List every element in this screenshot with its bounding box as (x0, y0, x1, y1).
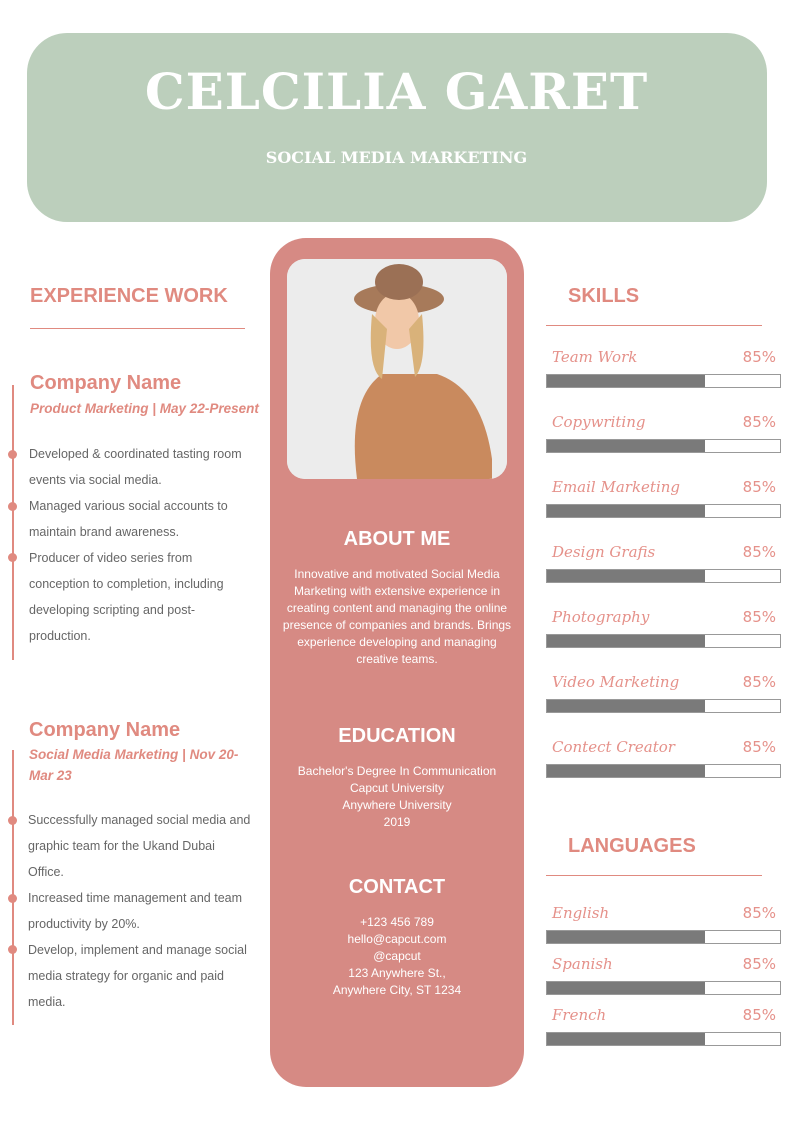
skills-percent: 85% (742, 413, 776, 431)
divider (546, 875, 762, 876)
divider (546, 325, 762, 326)
languages-percent: 85% (742, 955, 776, 973)
skills-bar-fill (547, 700, 706, 712)
bullet-dot-icon (8, 553, 17, 562)
skills-percent: 85% (742, 348, 776, 366)
timeline-line (12, 385, 14, 660)
profile-photo (287, 259, 507, 479)
company-name: Company Name (29, 719, 181, 741)
bullet-dot-icon (8, 502, 17, 511)
education-details: Bachelor's Degree In Communication Capcu… (280, 763, 514, 831)
experience-title: EXPERIENCE WORK (30, 285, 228, 307)
school: Capcut University (349, 781, 445, 795)
bullet-text: Developed & coordinated tasting room eve… (29, 447, 242, 487)
company-name: Company Name (30, 372, 182, 394)
languages-bar (546, 930, 781, 944)
divider (30, 328, 245, 329)
bullet-dot-icon (8, 816, 17, 825)
skills-percent: 85% (742, 478, 776, 496)
skills-bar (546, 374, 781, 388)
bullet-dot-icon (8, 450, 17, 459)
bullet-dot-icon (8, 945, 17, 954)
timeline-line (12, 750, 14, 1025)
skills-bar (546, 634, 781, 648)
skills-label: Email Marketing (552, 478, 681, 496)
skills-bar (546, 569, 781, 583)
skills-bar-fill (547, 505, 706, 517)
school: Anywhere University (342, 798, 452, 812)
address: Anywhere City, ST 1234 (332, 983, 462, 997)
skills-bar-fill (547, 440, 706, 452)
bullet-dot-icon (8, 894, 17, 903)
candidate-name: CELCILIA GARET (144, 62, 649, 121)
degree: Bachelor's Degree In Communication (297, 764, 497, 778)
languages-bar-fill (547, 982, 706, 994)
contact-title: CONTACT (348, 876, 446, 898)
candidate-role: SOCIAL MEDIA MARKETING (265, 148, 528, 167)
skills-title: SKILLS (568, 285, 640, 307)
skills-percent: 85% (742, 673, 776, 691)
phone: +123 456 789 (360, 915, 434, 929)
email: hello@capcut.com (347, 932, 447, 946)
languages-bar (546, 981, 781, 995)
job-position: Social Media Marketing | Nov 20-Mar 23 (29, 747, 239, 783)
bullet-text: Managed various social accounts to maint… (29, 499, 228, 539)
skills-label: Team Work (552, 348, 638, 366)
skills-label: Photography (552, 608, 650, 626)
skills-bar-fill (547, 635, 706, 647)
header-banner (27, 33, 767, 222)
bullet-text: Develop, implement and manage social med… (28, 943, 247, 1009)
skills-label: Contect Creator (552, 738, 675, 756)
skills-label: Video Marketing (552, 673, 680, 691)
languages-label: Spanish (552, 955, 613, 973)
skills-label: Copywriting (552, 413, 646, 431)
address: 123 Anywhere St., (348, 966, 446, 980)
skills-percent: 85% (742, 608, 776, 626)
languages-label: French (552, 1006, 607, 1024)
languages-bar-fill (547, 931, 706, 943)
skills-percent: 85% (742, 738, 776, 756)
person-photo-icon (287, 259, 507, 479)
contact-details: +123 456 789 hello@capcut.com @capcut 12… (280, 914, 514, 999)
skills-bar (546, 439, 781, 453)
languages-title: LANGUAGES (568, 835, 696, 857)
job-position: Product Marketing | May 22-Present (30, 401, 259, 416)
handle: @capcut (373, 949, 421, 963)
languages-bar (546, 1032, 781, 1046)
skills-bar (546, 504, 781, 518)
year: 2019 (383, 815, 411, 829)
skills-bar-fill (547, 570, 706, 582)
languages-percent: 85% (742, 1006, 776, 1024)
skills-bar-fill (547, 375, 706, 387)
about-title: ABOUT ME (343, 528, 451, 550)
bullet-text: Successfully managed social media and gr… (28, 813, 251, 879)
about-text: Innovative and motivated Social Media Ma… (282, 567, 512, 666)
languages-bar-fill (547, 1033, 706, 1045)
skills-label: Design Grafis (552, 543, 656, 561)
skills-percent: 85% (742, 543, 776, 561)
skills-bar-fill (547, 765, 706, 777)
bullet-text: Producer of video series from conception… (29, 551, 224, 643)
job-bullets: Successfully managed social media and gr… (28, 807, 253, 1015)
skills-bar (546, 699, 781, 713)
bullet-text: Increased time management and team produ… (28, 891, 243, 931)
languages-label: English (552, 904, 610, 922)
languages-percent: 85% (742, 904, 776, 922)
job-bullets: Developed & coordinated tasting room eve… (29, 441, 244, 649)
skills-bar (546, 764, 781, 778)
education-title: EDUCATION (338, 725, 456, 747)
